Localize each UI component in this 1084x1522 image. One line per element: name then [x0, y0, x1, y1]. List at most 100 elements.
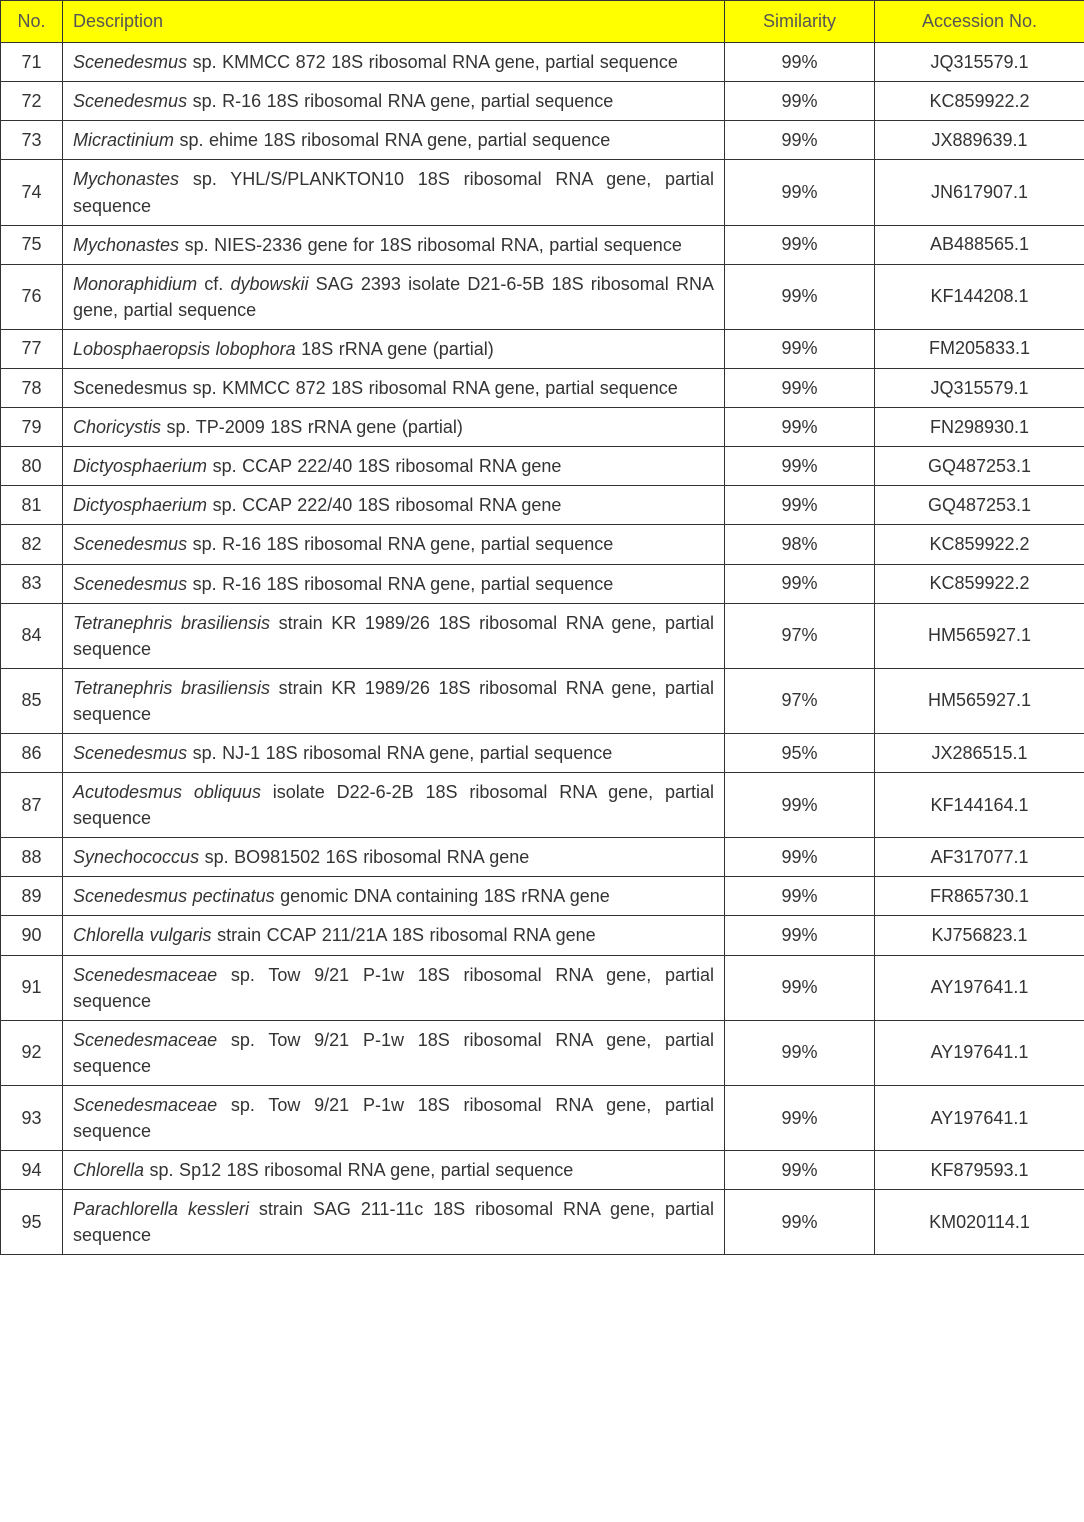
- table-row: 88Synechococcus sp. BO981502 16S ribosom…: [1, 838, 1084, 877]
- cell-similarity: 99%: [725, 1190, 875, 1255]
- cell-accession: AY197641.1: [875, 1085, 1084, 1150]
- cell-similarity: 99%: [725, 369, 875, 408]
- cell-similarity: 99%: [725, 408, 875, 447]
- cell-accession: JX889639.1: [875, 121, 1084, 160]
- cell-similarity: 99%: [725, 838, 875, 877]
- cell-description: Lobosphaeropsis lobophora 18S rRNA gene …: [63, 329, 725, 368]
- cell-no: 92: [1, 1020, 63, 1085]
- table-row: 83Scenedesmus sp. R-16 18S ribosomal RNA…: [1, 564, 1084, 603]
- cell-similarity: 99%: [725, 264, 875, 329]
- cell-no: 95: [1, 1190, 63, 1255]
- cell-description: Scenedesmus sp. R-16 18S ribosomal RNA g…: [63, 82, 725, 121]
- table-row: 85Tetranephris brasiliensis strain KR 19…: [1, 668, 1084, 733]
- cell-no: 75: [1, 225, 63, 264]
- cell-description: Acutodesmus obliquus isolate D22-6-2B 18…: [63, 773, 725, 838]
- cell-no: 90: [1, 916, 63, 955]
- cell-description: Parachlorella kessleri strain SAG 211-11…: [63, 1190, 725, 1255]
- cell-description: Micractinium sp. ehime 18S ribosomal RNA…: [63, 121, 725, 160]
- table-row: 80Dictyosphaerium sp. CCAP 222/40 18S ri…: [1, 447, 1084, 486]
- cell-description: Scenedesmus sp. R-16 18S ribosomal RNA g…: [63, 525, 725, 564]
- cell-similarity: 99%: [725, 121, 875, 160]
- table-row: 81Dictyosphaerium sp. CCAP 222/40 18S ri…: [1, 486, 1084, 525]
- table-row: 95Parachlorella kessleri strain SAG 211-…: [1, 1190, 1084, 1255]
- table-row: 79Choricystis sp. TP-2009 18S rRNA gene …: [1, 408, 1084, 447]
- table-row: 76Monoraphidium cf. dybowskii SAG 2393 i…: [1, 264, 1084, 329]
- cell-accession: KC859922.2: [875, 525, 1084, 564]
- cell-similarity: 99%: [725, 773, 875, 838]
- cell-no: 71: [1, 43, 63, 82]
- cell-similarity: 99%: [725, 486, 875, 525]
- cell-no: 86: [1, 733, 63, 772]
- cell-no: 76: [1, 264, 63, 329]
- table-row: 78Scenedesmus sp. KMMCC 872 18S ribosoma…: [1, 369, 1084, 408]
- cell-description: Scenedesmaceae sp. Tow 9/21 P-1w 18S rib…: [63, 1085, 725, 1150]
- table-row: 93Scenedesmaceae sp. Tow 9/21 P-1w 18S r…: [1, 1085, 1084, 1150]
- header-similarity: Similarity: [725, 1, 875, 43]
- cell-similarity: 99%: [725, 916, 875, 955]
- cell-accession: KC859922.2: [875, 82, 1084, 121]
- cell-similarity: 98%: [725, 525, 875, 564]
- table-row: 87Acutodesmus obliquus isolate D22-6-2B …: [1, 773, 1084, 838]
- cell-description: Scenedesmus sp. NJ-1 18S ribosomal RNA g…: [63, 733, 725, 772]
- cell-similarity: 97%: [725, 668, 875, 733]
- table-body: 71Scenedesmus sp. KMMCC 872 18S ribosoma…: [1, 43, 1084, 1255]
- cell-description: Synechococcus sp. BO981502 16S ribosomal…: [63, 838, 725, 877]
- cell-no: 82: [1, 525, 63, 564]
- cell-similarity: 99%: [725, 955, 875, 1020]
- cell-no: 80: [1, 447, 63, 486]
- cell-accession: AY197641.1: [875, 955, 1084, 1020]
- cell-similarity: 99%: [725, 329, 875, 368]
- cell-no: 77: [1, 329, 63, 368]
- header-no: No.: [1, 1, 63, 43]
- table-row: 94Chlorella sp. Sp12 18S ribosomal RNA g…: [1, 1151, 1084, 1190]
- cell-no: 83: [1, 564, 63, 603]
- cell-accession: JQ315579.1: [875, 369, 1084, 408]
- cell-no: 78: [1, 369, 63, 408]
- table-row: 91Scenedesmaceae sp. Tow 9/21 P-1w 18S r…: [1, 955, 1084, 1020]
- cell-description: Scenedesmus sp. KMMCC 872 18S ribosomal …: [63, 43, 725, 82]
- cell-no: 73: [1, 121, 63, 160]
- cell-description: Tetranephris brasiliensis strain KR 1989…: [63, 668, 725, 733]
- header-accession: Accession No.: [875, 1, 1084, 43]
- cell-no: 79: [1, 408, 63, 447]
- table-row: 75Mychonastes sp. NIES-2336 gene for 18S…: [1, 225, 1084, 264]
- cell-description: Mychonastes sp. YHL/S/PLANKTON10 18S rib…: [63, 160, 725, 225]
- cell-accession: AY197641.1: [875, 1020, 1084, 1085]
- cell-accession: KJ756823.1: [875, 916, 1084, 955]
- cell-accession: FR865730.1: [875, 877, 1084, 916]
- cell-similarity: 99%: [725, 1020, 875, 1085]
- cell-similarity: 95%: [725, 733, 875, 772]
- cell-no: 81: [1, 486, 63, 525]
- table-row: 82Scenedesmus sp. R-16 18S ribosomal RNA…: [1, 525, 1084, 564]
- cell-no: 85: [1, 668, 63, 733]
- cell-similarity: 97%: [725, 603, 875, 668]
- cell-accession: FN298930.1: [875, 408, 1084, 447]
- cell-no: 89: [1, 877, 63, 916]
- cell-similarity: 99%: [725, 877, 875, 916]
- header-description: Description: [63, 1, 725, 43]
- cell-no: 91: [1, 955, 63, 1020]
- cell-accession: GQ487253.1: [875, 486, 1084, 525]
- cell-accession: KF144164.1: [875, 773, 1084, 838]
- table-row: 92Scenedesmaceae sp. Tow 9/21 P-1w 18S r…: [1, 1020, 1084, 1085]
- cell-similarity: 99%: [725, 564, 875, 603]
- table-row: 86Scenedesmus sp. NJ-1 18S ribosomal RNA…: [1, 733, 1084, 772]
- cell-accession: GQ487253.1: [875, 447, 1084, 486]
- cell-accession: KC859922.2: [875, 564, 1084, 603]
- cell-accession: JX286515.1: [875, 733, 1084, 772]
- cell-description: Monoraphidium cf. dybowskii SAG 2393 iso…: [63, 264, 725, 329]
- cell-no: 93: [1, 1085, 63, 1150]
- table-row: 84Tetranephris brasiliensis strain KR 19…: [1, 603, 1084, 668]
- cell-description: Scenedesmaceae sp. Tow 9/21 P-1w 18S rib…: [63, 1020, 725, 1085]
- table-row: 89Scenedesmus pectinatus genomic DNA con…: [1, 877, 1084, 916]
- table-row: 77Lobosphaeropsis lobophora 18S rRNA gen…: [1, 329, 1084, 368]
- cell-accession: KM020114.1: [875, 1190, 1084, 1255]
- cell-description: Scenedesmus pectinatus genomic DNA conta…: [63, 877, 725, 916]
- cell-description: Dictyosphaerium sp. CCAP 222/40 18S ribo…: [63, 447, 725, 486]
- cell-no: 72: [1, 82, 63, 121]
- cell-similarity: 99%: [725, 43, 875, 82]
- table-row: 90Chlorella vulgaris strain CCAP 211/21A…: [1, 916, 1084, 955]
- cell-no: 84: [1, 603, 63, 668]
- cell-description: Choricystis sp. TP-2009 18S rRNA gene (p…: [63, 408, 725, 447]
- cell-accession: JN617907.1: [875, 160, 1084, 225]
